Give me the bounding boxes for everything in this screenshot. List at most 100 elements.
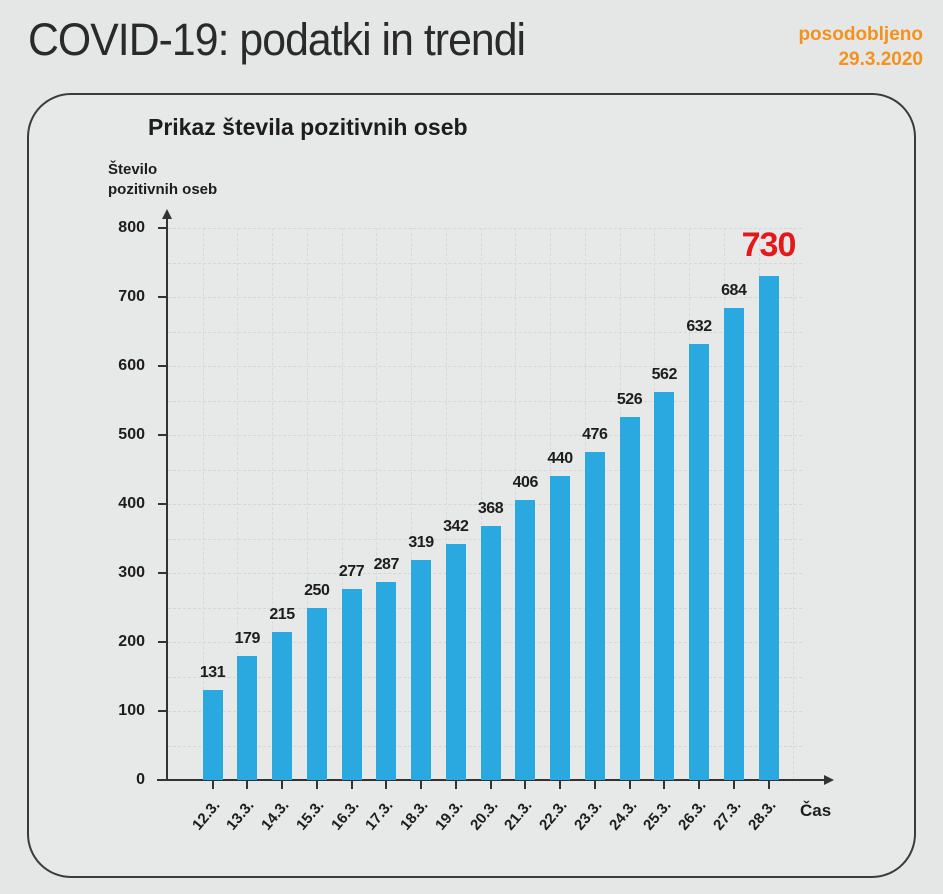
bar bbox=[758, 276, 779, 780]
gridline-vertical bbox=[341, 228, 343, 779]
bar bbox=[445, 544, 466, 780]
y-axis-arrow-icon bbox=[162, 209, 172, 219]
bar bbox=[272, 631, 292, 780]
y-axis-tick-label: 100 bbox=[118, 702, 145, 719]
x-axis-tick bbox=[281, 781, 283, 789]
bar bbox=[584, 451, 605, 780]
y-axis-label: Število pozitivnih oseb bbox=[108, 160, 217, 200]
bar bbox=[376, 581, 397, 780]
gridline-vertical bbox=[376, 228, 378, 779]
bar bbox=[341, 588, 362, 780]
y-axis-tick-label: 0 bbox=[136, 771, 145, 788]
x-axis-tick bbox=[315, 781, 318, 789]
y-axis-tick-label: 600 bbox=[118, 357, 145, 374]
bar-value-label: 684 bbox=[721, 282, 747, 300]
bar bbox=[411, 559, 431, 780]
y-axis-tick-label: 200 bbox=[118, 633, 145, 650]
x-axis-tick bbox=[246, 781, 249, 789]
x-axis-tick bbox=[663, 781, 666, 789]
x-axis-tick bbox=[454, 781, 457, 789]
y-axis-tick bbox=[158, 227, 167, 229]
updated-stamp: posodobljeno 29.3.2020 bbox=[798, 22, 923, 72]
y-axis-tick-label: 300 bbox=[118, 564, 145, 581]
gridline-vertical bbox=[237, 228, 239, 779]
page-title: COVID-19: podatki in trendi bbox=[28, 14, 526, 65]
gridline-horizontal bbox=[168, 366, 802, 367]
gridline-vertical bbox=[202, 228, 204, 779]
y-axis-tick-label: 800 bbox=[118, 219, 145, 236]
y-axis-tick bbox=[158, 434, 167, 436]
x-axis-tick bbox=[628, 781, 631, 789]
updated-label: posodobljeno bbox=[798, 24, 923, 45]
bar-value-label: 562 bbox=[651, 366, 678, 384]
updated-date: 29.3.2020 bbox=[838, 49, 923, 70]
gridline-horizontal bbox=[168, 262, 802, 264]
bar-value-label: 476 bbox=[582, 425, 608, 443]
bar-value-label: 406 bbox=[512, 473, 539, 491]
gridline-horizontal bbox=[168, 435, 802, 436]
bar-value-label: 632 bbox=[686, 317, 712, 335]
bar bbox=[480, 526, 501, 780]
bar bbox=[550, 476, 570, 780]
chart-title: Prikaz števila pozitivnih oseb bbox=[148, 114, 468, 140]
bar-value-label: 440 bbox=[547, 450, 573, 468]
gridline-horizontal bbox=[168, 331, 802, 333]
y-axis-tick bbox=[158, 365, 167, 367]
bar-value-label: 287 bbox=[373, 555, 400, 573]
gridline-horizontal bbox=[168, 400, 802, 402]
gridline-horizontal bbox=[168, 297, 802, 298]
bar-value-label: 319 bbox=[408, 533, 434, 551]
bar bbox=[689, 343, 709, 780]
gridline-vertical bbox=[793, 228, 795, 779]
y-axis-tick bbox=[158, 572, 167, 574]
x-axis-tick bbox=[593, 781, 596, 789]
y-axis-tick-label: 700 bbox=[118, 288, 145, 305]
y-axis-label-line1: Število bbox=[108, 161, 158, 178]
x-axis bbox=[157, 779, 825, 781]
bar-value-label: 277 bbox=[338, 562, 365, 580]
gridline-vertical bbox=[411, 228, 412, 779]
gridline-vertical bbox=[445, 228, 447, 779]
y-axis-tick-label: 400 bbox=[118, 495, 145, 512]
gridline-vertical bbox=[272, 228, 273, 779]
bar bbox=[202, 689, 223, 780]
x-axis-tick bbox=[767, 781, 770, 789]
bar-value-label: 179 bbox=[234, 630, 261, 648]
y-axis-tick bbox=[158, 710, 167, 712]
bar bbox=[723, 308, 744, 780]
bar bbox=[237, 656, 258, 780]
gridline-horizontal bbox=[168, 504, 802, 505]
gridline-vertical bbox=[480, 228, 482, 779]
x-axis-title: Čas bbox=[800, 801, 832, 820]
bar-value-label: 250 bbox=[304, 581, 330, 599]
x-axis-tick bbox=[350, 781, 353, 789]
y-axis-tick bbox=[158, 641, 167, 643]
bar bbox=[515, 499, 536, 780]
bar-value-label: 526 bbox=[616, 391, 643, 409]
bar bbox=[306, 607, 327, 780]
x-axis-tick bbox=[698, 781, 700, 789]
y-axis-label-line2: pozitivnih oseb bbox=[108, 181, 218, 198]
y-axis bbox=[166, 219, 168, 781]
x-axis-tick bbox=[489, 781, 492, 789]
y-axis-tick bbox=[158, 296, 167, 298]
bar-value-highlight: 730 bbox=[741, 226, 797, 265]
bar bbox=[654, 392, 675, 780]
x-axis-tick bbox=[524, 781, 527, 789]
gridline-horizontal bbox=[168, 469, 802, 471]
x-axis-tick bbox=[732, 781, 735, 789]
bar-value-label: 215 bbox=[269, 605, 295, 623]
bar-value-label: 131 bbox=[199, 663, 226, 681]
x-axis-tick bbox=[559, 781, 561, 789]
x-axis-tick bbox=[385, 781, 388, 789]
gridline-horizontal bbox=[168, 228, 802, 229]
gridline-vertical bbox=[306, 228, 308, 779]
x-axis-tick bbox=[420, 781, 422, 789]
bar-value-label: 368 bbox=[477, 500, 504, 518]
x-axis-tick bbox=[211, 781, 214, 789]
bar-value-label: 342 bbox=[443, 518, 469, 536]
y-axis-tick-label: 500 bbox=[118, 426, 145, 443]
y-axis-tick bbox=[158, 503, 167, 505]
